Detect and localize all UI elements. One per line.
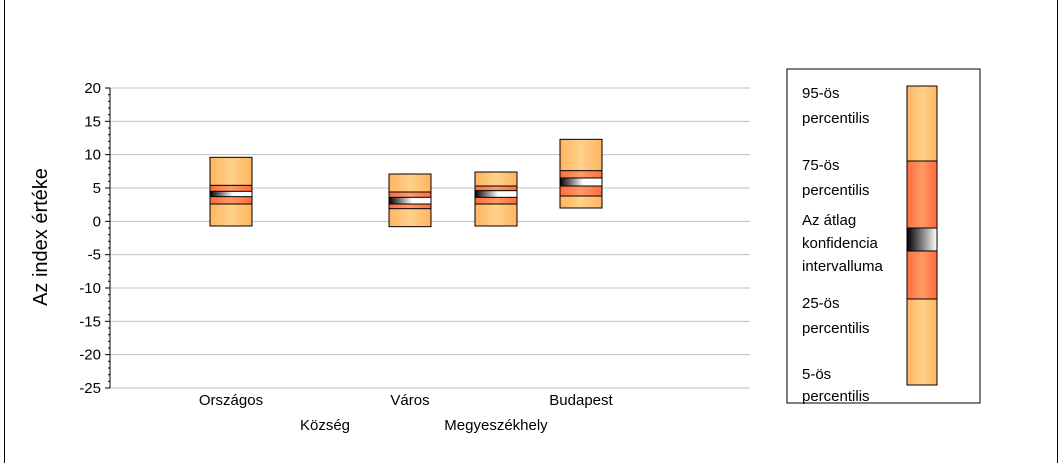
legend-label: percentilis	[802, 320, 870, 337]
y-axis-label: Az index értéke	[30, 168, 52, 306]
box-5	[559, 138, 603, 209]
legend-swatch-75	[906, 160, 938, 229]
grid-lines	[110, 87, 750, 389]
legend-label: konfidencia	[802, 235, 879, 252]
legend-swatch-25	[906, 250, 938, 300]
y-tick-label: 15	[84, 113, 101, 130]
box-1	[209, 156, 253, 227]
y-tick-label: -25	[79, 380, 101, 397]
legend: 95-ös percentilis 75-ös percentilis Az átlag…	[786, 68, 981, 405]
legend-swatch-ci	[906, 227, 938, 252]
legend-label: percentilis	[802, 182, 870, 199]
y-tick-label: 10	[84, 147, 101, 164]
y-axis: 20 15 10 5 0 -5 -10 -15 -20 -25	[79, 80, 111, 397]
y-tick-label: 5	[93, 180, 101, 197]
legend-label: 25-ös	[802, 295, 840, 312]
mean-ci-box	[474, 190, 518, 198]
legend-box	[786, 68, 981, 404]
y-tick-label: 0	[93, 213, 101, 230]
x-category-label: Város	[390, 392, 429, 409]
mean-ci-box	[388, 196, 432, 205]
legend-label: 5-ös	[802, 366, 831, 383]
legend-label: 75-ös	[802, 157, 840, 174]
x-category-label: Község	[300, 417, 350, 434]
x-category-label: Megyeszékhely	[444, 417, 548, 434]
plot-area	[209, 138, 603, 228]
mean-ci-box	[559, 177, 603, 187]
legend-label: percentilis	[802, 110, 870, 127]
legend-swatch-95	[906, 85, 938, 162]
x-category-label: Budapest	[549, 392, 613, 409]
y-tick-label: -5	[88, 247, 101, 264]
y-tick-label: -20	[79, 347, 101, 364]
y-tick-label: -15	[79, 313, 101, 330]
legend-swatch-5	[906, 298, 938, 386]
box-3	[388, 173, 432, 228]
y-tick-label: -10	[79, 280, 101, 297]
legend-label: 95-ös	[802, 85, 840, 102]
chart-frame	[4, 0, 1058, 463]
mean-ci-box	[209, 190, 253, 198]
legend-label: intervalluma	[802, 258, 884, 275]
x-category-label: Országos	[199, 392, 263, 409]
legend-label: Az átlag	[802, 212, 856, 229]
box-4	[474, 171, 518, 227]
y-tick-label: 20	[84, 80, 101, 97]
legend-label: percentilis	[802, 388, 870, 405]
